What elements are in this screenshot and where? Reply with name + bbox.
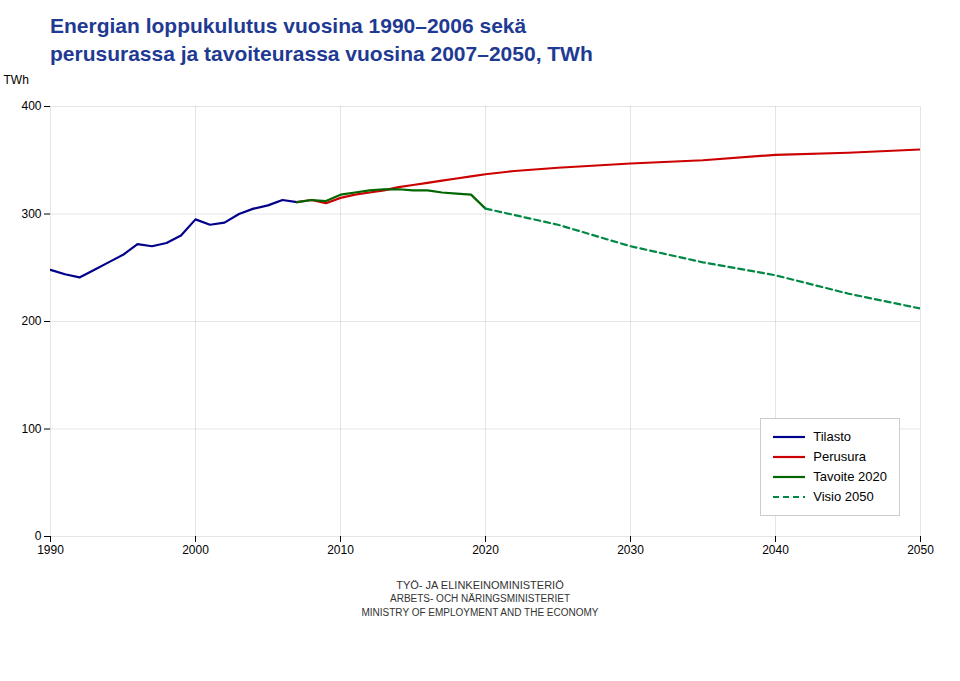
svg-text:200: 200 bbox=[21, 314, 41, 328]
html-text:Perusura: Perusura bbox=[813, 449, 866, 464]
html-text:TYÖ- JA ELINKEINOMINISTERIÖ: TYÖ- JA ELINKEINOMINISTERIÖ bbox=[396, 579, 564, 591]
html-text:perusurassa ja tavoiteurassa v: perusurassa ja tavoiteurassa vuosina 200… bbox=[50, 42, 593, 65]
svg-text:2040: 2040 bbox=[762, 543, 789, 557]
svg-text:TWh: TWh bbox=[4, 73, 29, 87]
svg-text:0: 0 bbox=[35, 529, 42, 543]
svg-text:2020: 2020 bbox=[472, 543, 499, 557]
svg-text:2050: 2050 bbox=[907, 543, 934, 557]
html-text:ARBETS- OCH NÄRINGSMINISTERIET: ARBETS- OCH NÄRINGSMINISTERIET bbox=[390, 593, 570, 604]
html-text:Tavoite 2020: Tavoite 2020 bbox=[813, 469, 887, 484]
html-text:MINISTRY OF EMPLOYMENT AND THE: MINISTRY OF EMPLOYMENT AND THE ECONOMY bbox=[361, 607, 599, 618]
svg-text:400: 400 bbox=[21, 99, 41, 113]
svg-text:300: 300 bbox=[21, 207, 41, 221]
html-text:Energian loppukulutus vuosina: Energian loppukulutus vuosina 1990–2006 … bbox=[50, 14, 527, 37]
html-text:Visio 2050: Visio 2050 bbox=[813, 489, 874, 504]
svg-text:2000: 2000 bbox=[182, 543, 209, 557]
svg-text:100: 100 bbox=[21, 422, 41, 436]
svg-text:2010: 2010 bbox=[327, 543, 354, 557]
svg-text:2030: 2030 bbox=[617, 543, 644, 557]
html-text:Tilasto: Tilasto bbox=[813, 429, 852, 444]
svg-text:1990: 1990 bbox=[37, 543, 64, 557]
